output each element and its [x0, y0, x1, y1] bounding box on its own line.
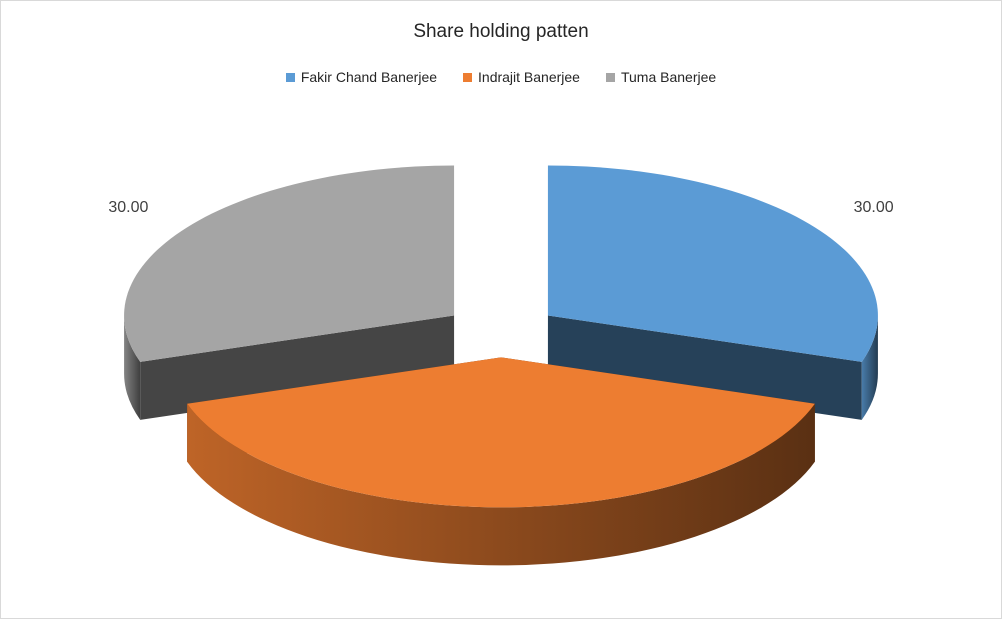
slice-top-face [187, 357, 815, 508]
slice-side-wall [547, 315, 862, 420]
legend-swatch [285, 72, 295, 82]
data-label-0: 30.00 [854, 199, 894, 216]
legend-swatch [605, 72, 615, 82]
slice-top-face [547, 165, 878, 362]
chart-title: Share holding patten [413, 21, 589, 42]
slice-outer-wall [861, 315, 878, 420]
pie-slice-0 [547, 165, 878, 420]
pie-slice-2 [124, 165, 455, 420]
slice-outer-wall [124, 315, 141, 420]
data-label-2: 30.00 [108, 199, 148, 216]
legend-item-tuma-banerjee: Tuma Banerjee [605, 69, 717, 85]
legend-swatch [463, 72, 473, 82]
legend-item-indrajit-banerjee: Indrajit Banerjee [463, 69, 580, 85]
slice-outer-wall [187, 403, 815, 566]
legend-label: Indrajit Banerjee [478, 69, 580, 85]
legend-label: Tuma Banerjee [620, 69, 717, 85]
legend-label: Fakir Chand Banerjee [300, 69, 438, 85]
pie-slice-1 [187, 357, 815, 566]
slice-top-face [124, 165, 455, 362]
legend-item-fakir-chand-banerjee: Fakir Chand Banerjee [285, 69, 438, 85]
legend: Fakir Chand Banerjee Indrajit Banerjee T… [1, 69, 1001, 85]
slice-side-wall [140, 315, 455, 420]
